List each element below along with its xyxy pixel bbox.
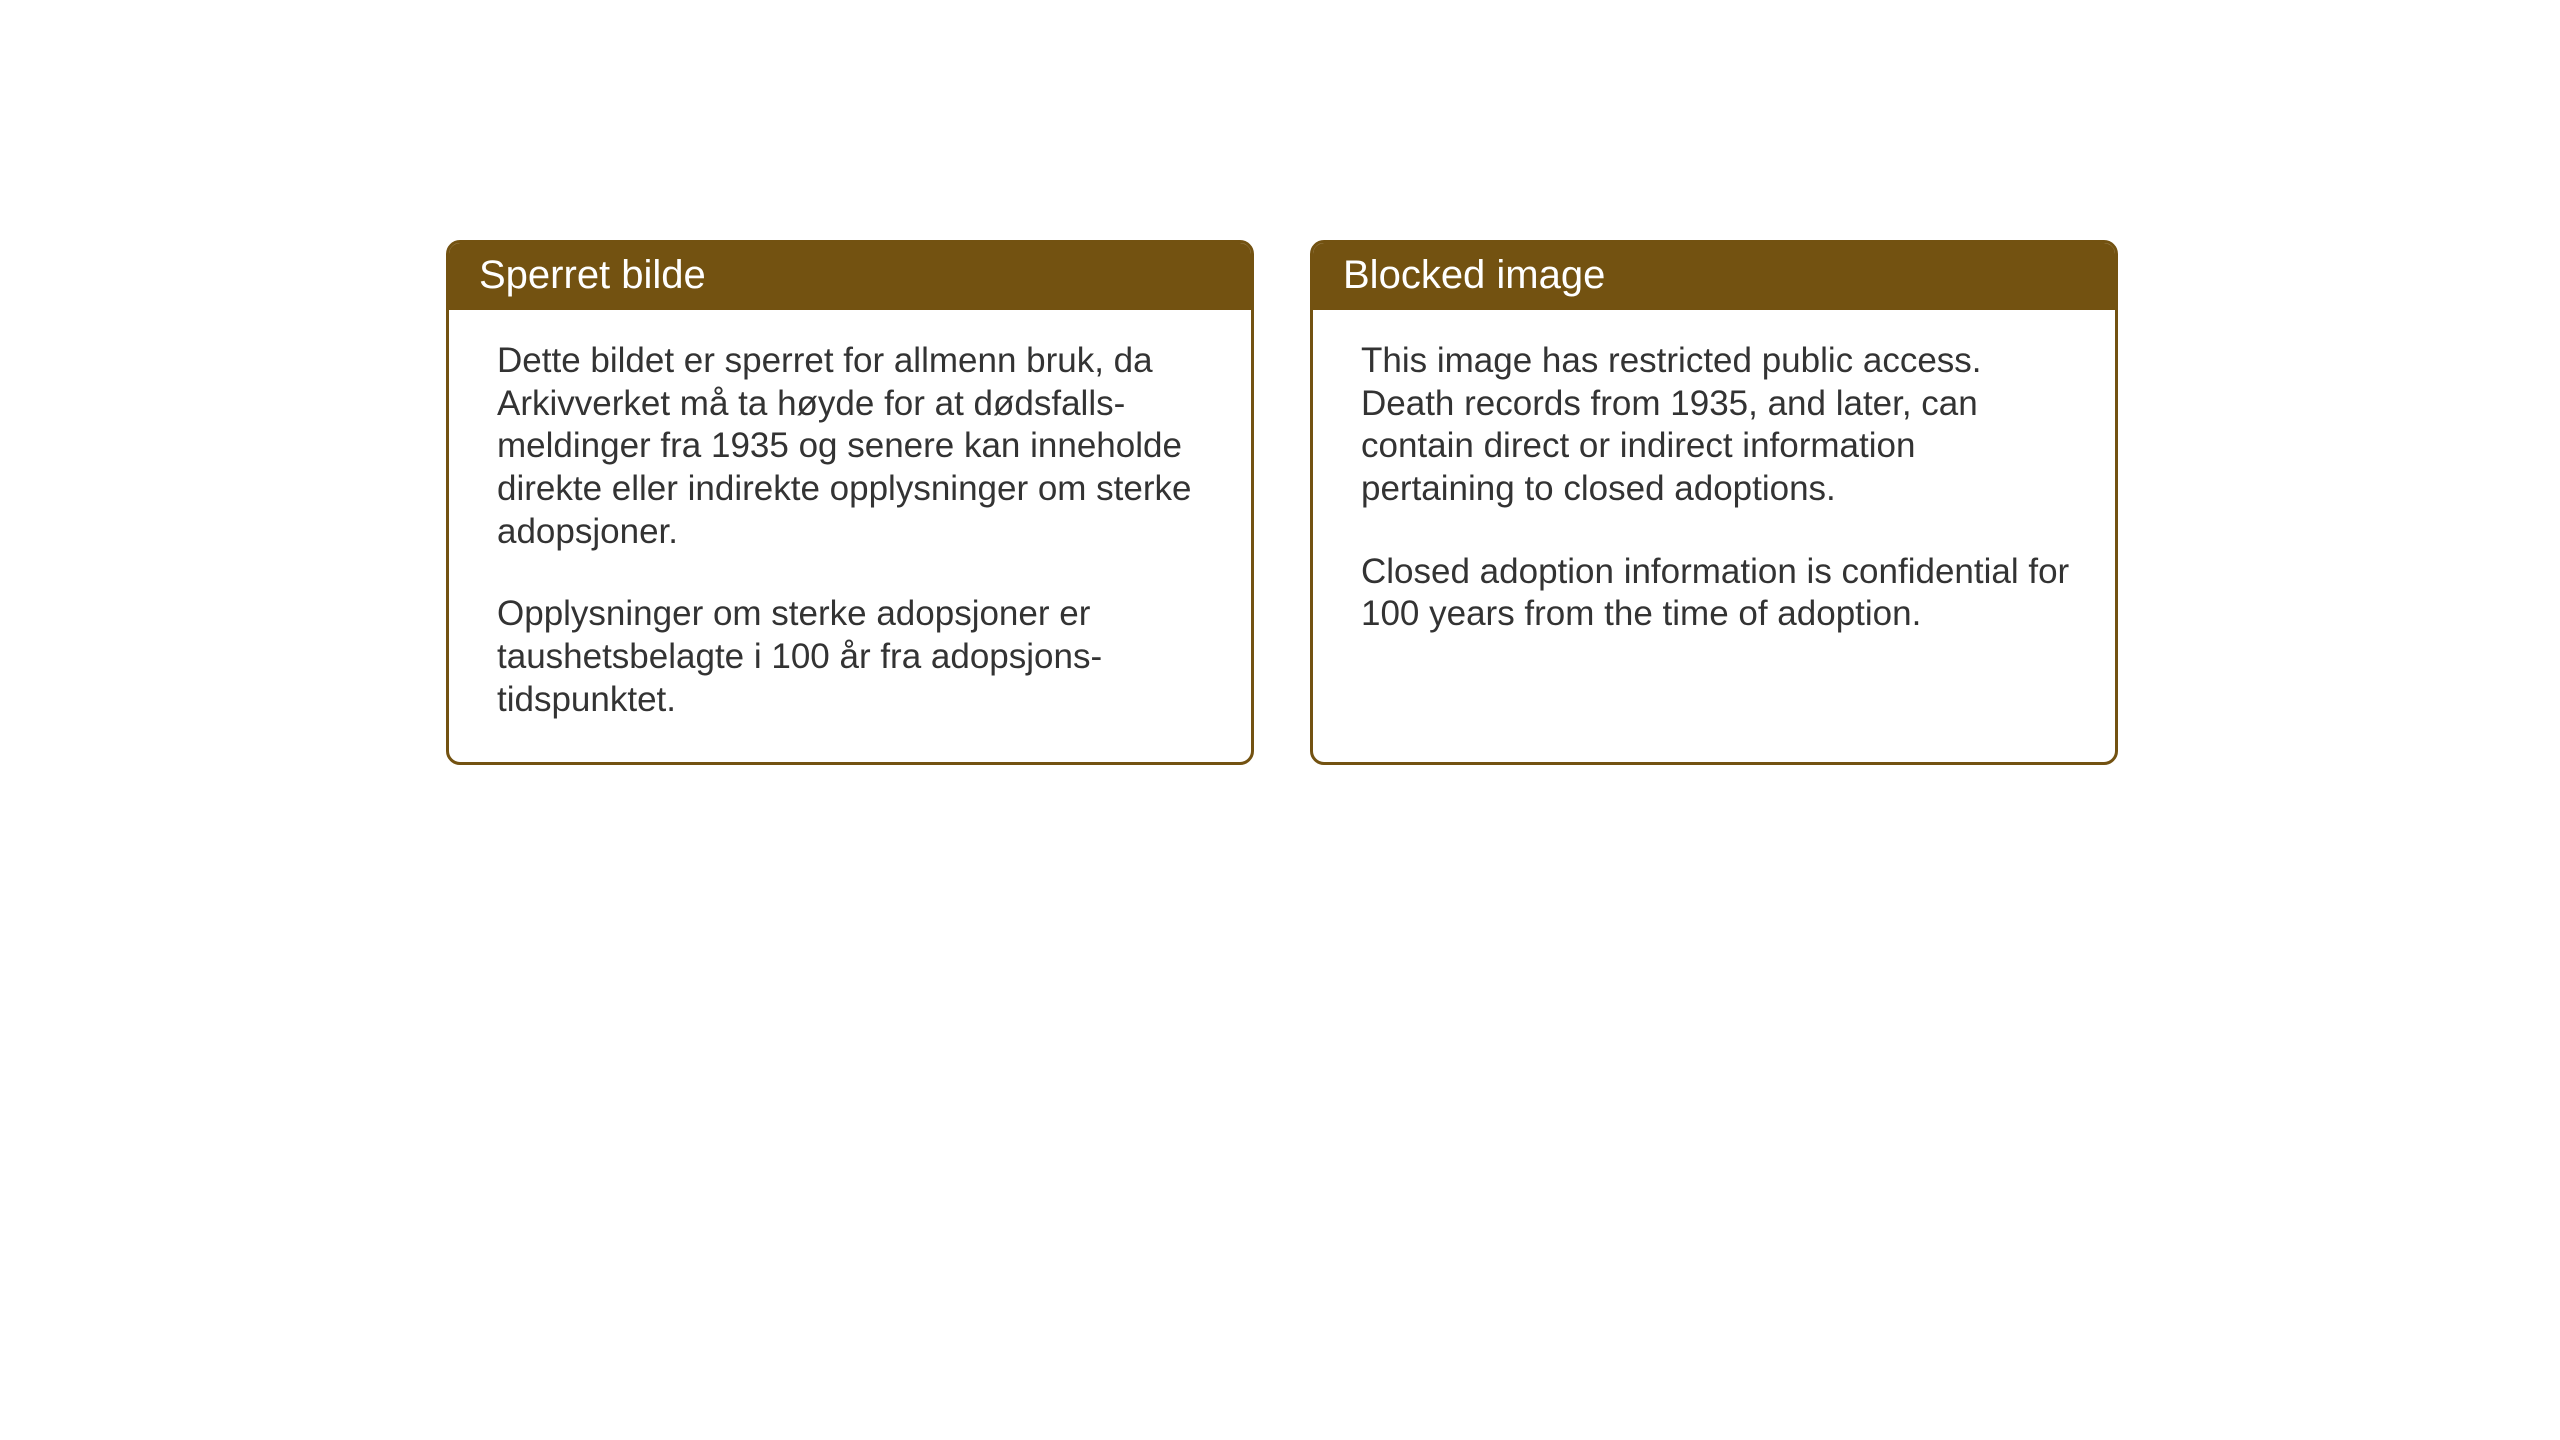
card-header-norwegian: Sperret bilde	[449, 243, 1251, 310]
notice-paragraph: Closed adoption information is confident…	[1361, 551, 2075, 636]
card-body-norwegian: Dette bildet er sperret for allmenn bruk…	[449, 310, 1251, 762]
notice-card-norwegian: Sperret bilde Dette bildet er sperret fo…	[446, 240, 1254, 765]
notice-paragraph: Dette bildet er sperret for allmenn bruk…	[497, 340, 1211, 553]
card-header-english: Blocked image	[1313, 243, 2115, 310]
notice-card-english: Blocked image This image has restricted …	[1310, 240, 2118, 765]
card-title: Sperret bilde	[479, 253, 706, 297]
card-body-english: This image has restricted public access.…	[1313, 310, 2115, 676]
card-title: Blocked image	[1343, 253, 1605, 297]
notice-paragraph: This image has restricted public access.…	[1361, 340, 2075, 511]
notice-cards-container: Sperret bilde Dette bildet er sperret fo…	[446, 240, 2118, 765]
notice-paragraph: Opplysninger om sterke adopsjoner er tau…	[497, 593, 1211, 721]
